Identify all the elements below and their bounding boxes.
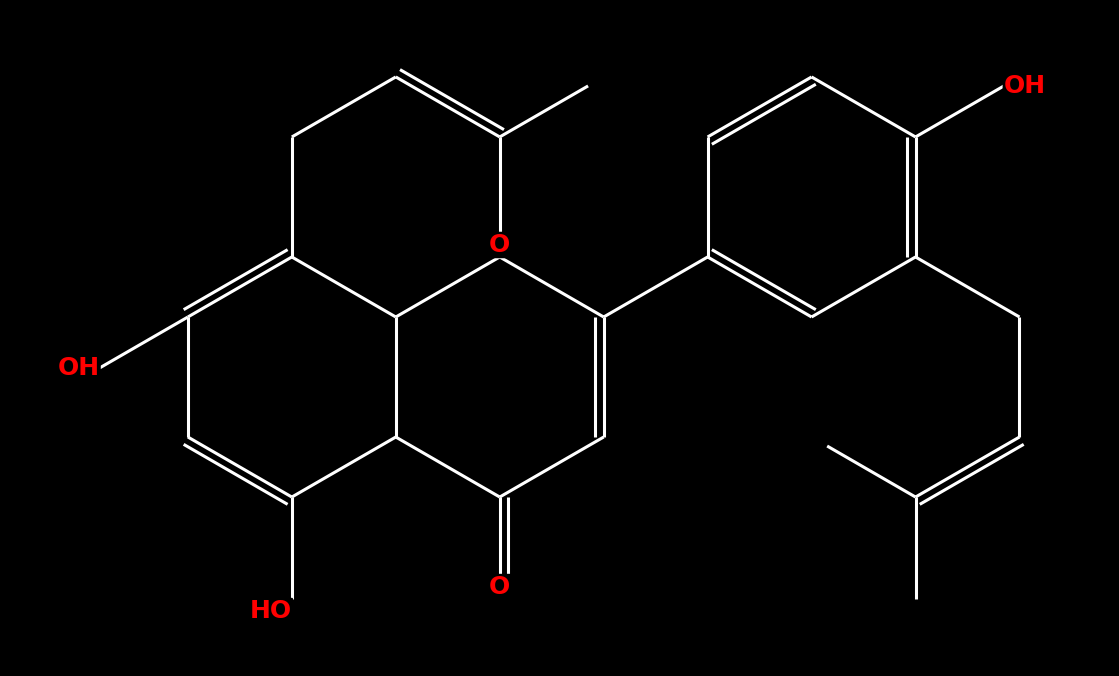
Text: OH: OH — [57, 356, 100, 380]
Text: OH: OH — [1004, 74, 1046, 98]
Text: O: O — [489, 233, 510, 257]
Text: O: O — [489, 575, 510, 599]
Text: HO: HO — [250, 599, 292, 623]
